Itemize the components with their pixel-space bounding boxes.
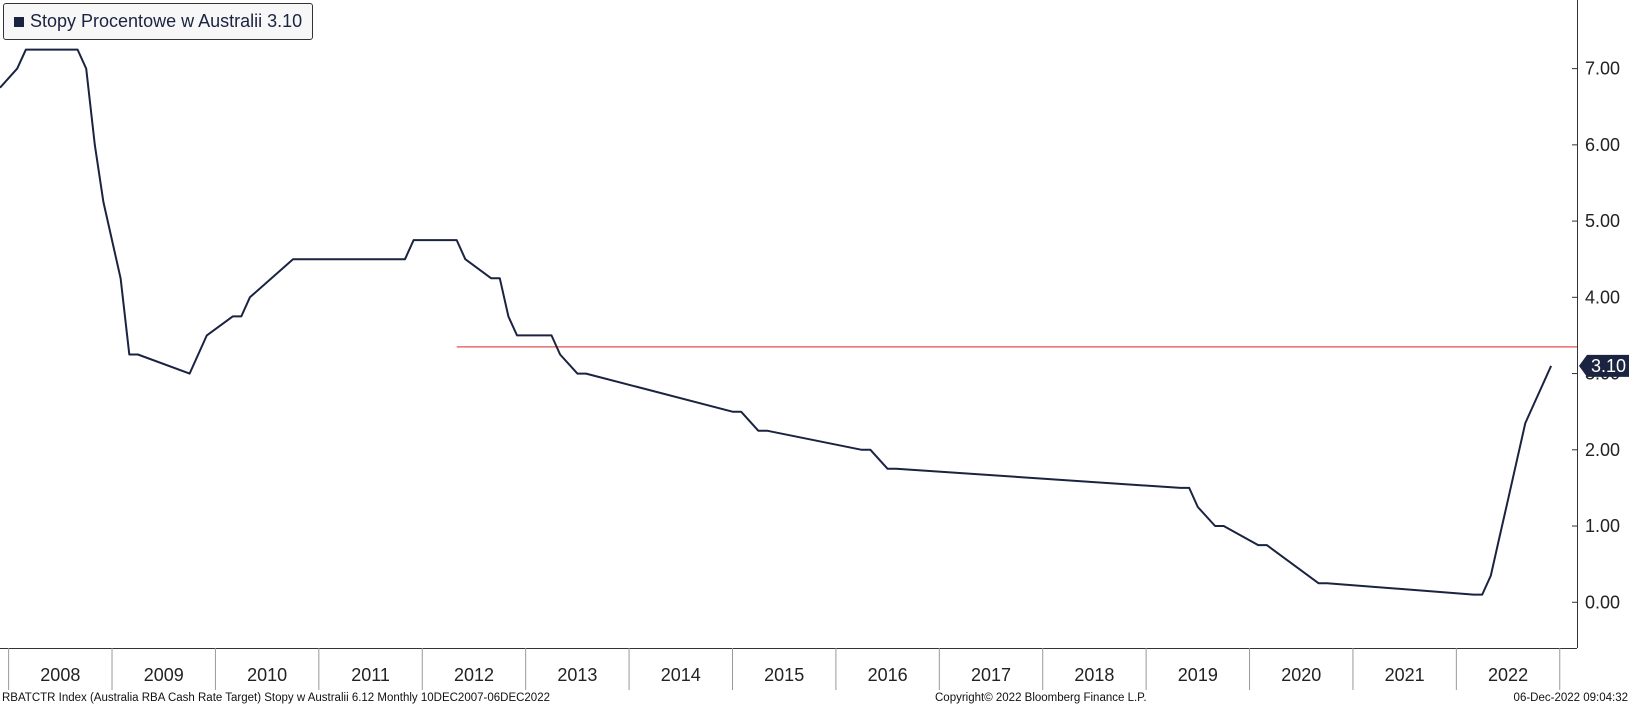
x-tick-label: 2009 [144, 665, 184, 685]
footer-source: RBATCTR Index (Australia RBA Cash Rate T… [2, 692, 550, 704]
x-tick-label: 2018 [1074, 665, 1114, 685]
last-value-label: 3.10 [1591, 356, 1626, 376]
x-tick-label: 2021 [1385, 665, 1425, 685]
x-tick-label: 2019 [1178, 665, 1218, 685]
footer-copyright: Copyright© 2022 Bloomberg Finance L.P. [935, 692, 1147, 704]
y-tick-label: 2.00 [1585, 440, 1620, 460]
x-tick-label: 2014 [661, 665, 701, 685]
y-tick-label: 1.00 [1585, 516, 1620, 536]
x-tick-label: 2016 [868, 665, 908, 685]
footer-timestamp: 06-Dec-2022 09:04:32 [1513, 692, 1628, 704]
x-tick-label: 2013 [557, 665, 597, 685]
last-value-marker: 3.10 [1579, 354, 1629, 377]
x-tick-label: 2015 [764, 665, 804, 685]
last-value-badge [1579, 354, 1629, 377]
y-tick-label: 6.00 [1585, 135, 1620, 155]
x-tick-label: 2022 [1488, 665, 1528, 685]
y-tick-label: 5.00 [1585, 211, 1620, 231]
x-tick-label: 2017 [971, 665, 1011, 685]
y-tick-label: 0.00 [1585, 592, 1620, 612]
y-tick-label: 4.00 [1585, 287, 1620, 307]
x-tick-label: 2012 [454, 665, 494, 685]
y-tick-label: 7.00 [1585, 59, 1620, 79]
x-tick-label: 2020 [1281, 665, 1321, 685]
series-line [0, 48, 1553, 596]
x-tick-label: 2010 [247, 665, 287, 685]
x-tick-label: 2008 [40, 665, 80, 685]
x-tick-label: 2011 [351, 665, 390, 685]
legend: Stopy Procentowe w Australii 3.10 [3, 3, 314, 40]
legend-label: Stopy Procentowe w Australii 3.10 [30, 11, 303, 31]
plot-area: 0.001.002.003.004.005.006.007.00 2008200… [0, 0, 1629, 690]
legend-swatch [14, 16, 24, 27]
y-axis-ticks: 0.001.002.003.004.005.006.007.00 [1572, 59, 1620, 612]
x-axis: 2008 2009 2010 2011 2012 2013 2014 2015 2016 2017… [8, 648, 1561, 690]
